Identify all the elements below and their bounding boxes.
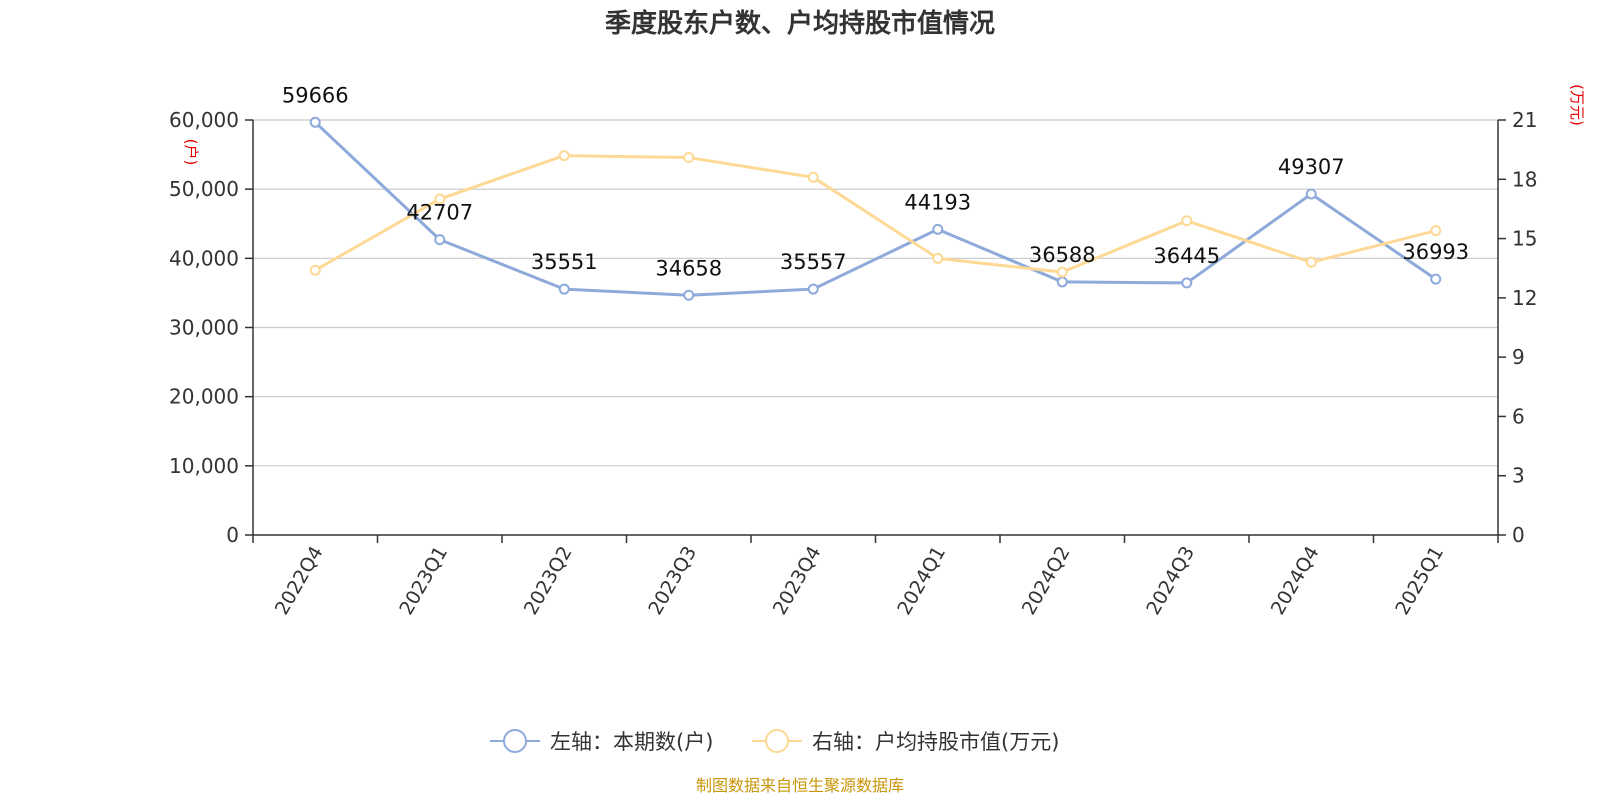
data-point [1181, 277, 1193, 289]
x-axis-label: 2022Q4 [271, 543, 328, 619]
data-point [1430, 225, 1442, 237]
data-point [683, 152, 695, 164]
data-point [434, 234, 446, 246]
series-line [314, 121, 1437, 297]
left-axis-tick-label: 30,000 [169, 316, 239, 340]
data-point [309, 116, 321, 128]
data-label: 35557 [780, 250, 847, 274]
source-note: 制图数据来自恒生聚源数据库 [696, 776, 904, 795]
right-axis-tick-label: 9 [1512, 345, 1525, 369]
data-label: 35551 [531, 250, 598, 274]
series-avg-holding-value [309, 150, 1442, 278]
x-axis-label: 2023Q3 [644, 543, 701, 619]
legend-item[interactable]: 左轴：本期数(户) [490, 729, 713, 754]
x-axis-label: 2023Q4 [769, 543, 826, 619]
data-point [558, 283, 570, 295]
data-label: 36445 [1153, 244, 1220, 268]
x-axis-label: 2025Q1 [1391, 543, 1448, 619]
data-point [558, 150, 570, 162]
right-axis-unit: (万元) [1568, 84, 1586, 126]
x-axis-label: 2023Q2 [520, 543, 577, 619]
x-axis-label: 2024Q3 [1142, 543, 1199, 619]
legend[interactable]: 左轴：本期数(户) 右轴：户均持股市值(万元) [490, 729, 1059, 754]
data-label: 36993 [1402, 240, 1469, 264]
data-point [932, 223, 944, 235]
legend-label: 左轴：本期数(户) [550, 730, 713, 754]
series-line [314, 154, 1437, 274]
data-label: 44193 [904, 190, 971, 214]
x-axis-label: 2023Q1 [395, 543, 452, 619]
left-axis-unit: (户) [182, 139, 200, 166]
left-axis-tick-label: 50,000 [169, 177, 239, 201]
right-axis-tick-label: 15 [1512, 227, 1537, 251]
data-point [1305, 256, 1317, 268]
left-axis-tick-label: 60,000 [169, 108, 239, 132]
x-axis-label: 2024Q1 [893, 543, 950, 619]
data-point [309, 264, 321, 276]
legend-marker-icon [503, 729, 527, 753]
series-shareholder-count [309, 116, 1442, 301]
data-point [1305, 188, 1317, 200]
data-point [1430, 273, 1442, 285]
data-point [1056, 266, 1068, 278]
legend-label: 右轴：户均持股市值(万元) [812, 730, 1059, 754]
data-label: 34658 [655, 256, 722, 280]
data-label: 49307 [1278, 155, 1345, 179]
data-point [932, 252, 944, 264]
data-point [434, 193, 446, 205]
data-label: 59666 [282, 83, 349, 107]
data-label: 42707 [406, 201, 473, 225]
data-point [1056, 276, 1068, 288]
x-axis-label: 2024Q4 [1267, 543, 1324, 619]
right-axis-tick-label: 18 [1512, 167, 1537, 191]
left-axis-tick-label: 10,000 [169, 454, 239, 478]
x-axis-label: 2024Q2 [1018, 543, 1075, 619]
right-axis-tick-label: 12 [1512, 286, 1537, 310]
data-point [683, 289, 695, 301]
grid [253, 119, 1498, 467]
data-point [807, 283, 819, 295]
data-label: 36588 [1029, 243, 1096, 267]
legend-marker-icon [765, 729, 789, 753]
series-layer: 59666 42707 35551 34658 35557 44193 36588 36445… [282, 83, 1469, 301]
data-point [807, 171, 819, 183]
chart-title: 季度股东户数、户均持股市值情况 [605, 8, 995, 39]
left-axis-tick-label: 0 [226, 523, 239, 547]
right-axis-tick-label: 3 [1512, 464, 1525, 488]
right-axis-tick-label: 6 [1512, 404, 1525, 428]
right-axis-tick-label: 0 [1512, 523, 1525, 547]
axes: 010,00020,00030,00040,00050,00060,000036… [169, 108, 1537, 619]
left-axis-tick-label: 40,000 [169, 246, 239, 270]
left-axis-tick-label: 20,000 [169, 385, 239, 409]
data-point [1181, 215, 1193, 227]
right-axis-tick-label: 21 [1512, 108, 1537, 132]
legend-item[interactable]: 右轴：户均持股市值(万元) [752, 729, 1059, 754]
